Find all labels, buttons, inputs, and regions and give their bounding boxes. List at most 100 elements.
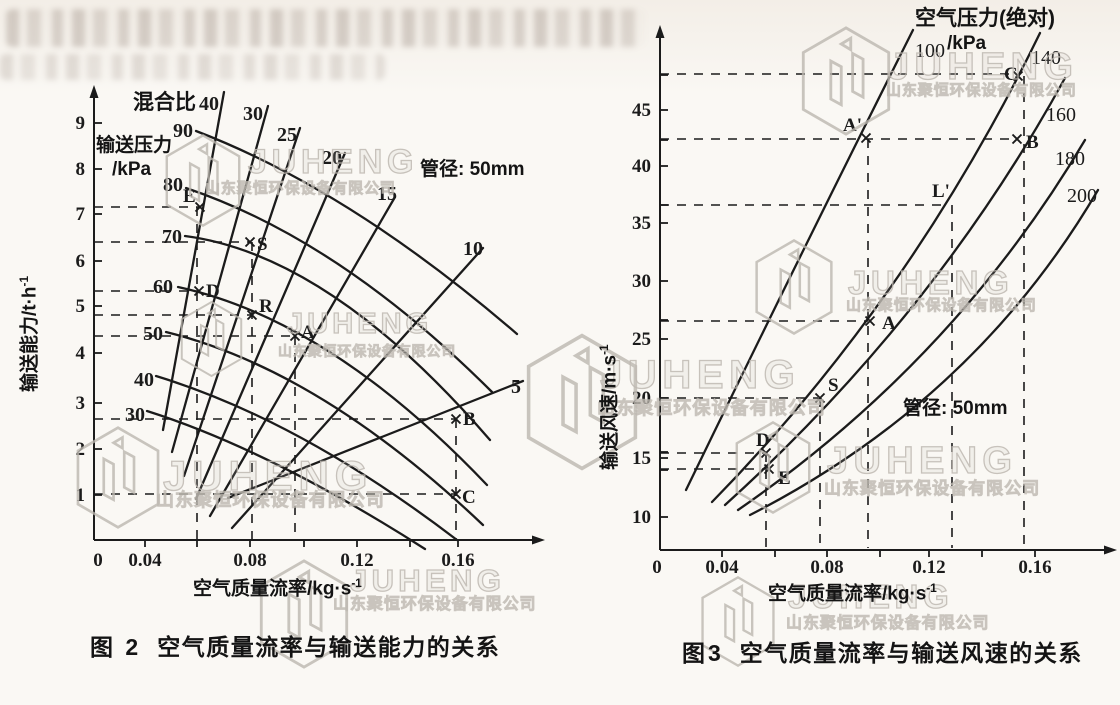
fig2-y-axis-arrow	[89, 85, 99, 98]
watermark-brand-text-4: JUHENG	[599, 353, 801, 397]
watermark-brand-text-3: JUHENG	[162, 452, 374, 499]
fig2-line-label-60: 60	[153, 276, 173, 298]
fig2-line-10-12	[230, 246, 485, 530]
fig2-line-40-7	[161, 90, 226, 432]
fig2-x-tick-label-0.08: 0.08	[233, 550, 266, 571]
fig3-y-tick-label-15: 15	[632, 448, 651, 469]
fig3-point-label-A': A'	[843, 115, 862, 136]
fig3-line-label-100: 100	[915, 40, 945, 62]
fig3-y-tick-label-35: 35	[632, 213, 651, 234]
fig2-caption: 图 2 空气质量流率与输送能力的关系	[90, 633, 500, 662]
fig2-line-5-13	[226, 379, 525, 500]
fig3-x-tick-label-0.16: 0.16	[1018, 557, 1051, 578]
fig2-line-label-40: 40	[134, 369, 154, 391]
fig2-x-tick-label-0.16: 0.16	[441, 550, 474, 571]
fig2-x-tick-label-0.04: 0.04	[128, 550, 162, 571]
fig2-y-tick-label-4: 4	[76, 343, 86, 364]
fig3-y-tick-label-40: 40	[632, 156, 651, 177]
fig3-point-label-C: C	[1004, 64, 1018, 85]
fig3-point-label-A: A	[882, 313, 896, 334]
fig2-point-marker-S	[244, 236, 256, 248]
fig2-x-axis-label-text: 空气质量流率/kg·s	[193, 578, 352, 600]
fig3-point-marker-C	[1012, 70, 1024, 82]
fig3-y-tick-label-45: 45	[632, 100, 651, 121]
fig2-line-label-30: 30	[125, 404, 145, 426]
fig3-y-axis-label-sup: -1	[598, 344, 611, 355]
fig2-line-label-15: 15	[377, 183, 397, 205]
ink-bleedthrough-row1	[6, 9, 646, 47]
ink-bleedthrough-row2	[0, 54, 385, 80]
juheng-hexagon-logo-icon-8	[701, 575, 775, 668]
fig2-y-tick-label-1: 1	[76, 485, 86, 506]
fig2-line-label-25: 25	[277, 124, 297, 146]
watermark-company-text-6: 山东聚恒环保设备有限公司	[824, 479, 1041, 498]
fig2-point-marker-B	[450, 413, 462, 425]
watermark-brand-text-6: JUHENG	[826, 440, 1018, 482]
fig3-point-label-B: B	[1026, 132, 1039, 153]
fig3-x-tick-label-0.12: 0.12	[912, 557, 945, 578]
fig3-y-axis-label-text: 输送风速/m·s	[599, 354, 621, 470]
fig2-point-label-S: S	[257, 234, 268, 255]
fig3-line-label-140: 140	[1031, 47, 1061, 69]
fig2-y-tick-label-9: 9	[76, 113, 86, 134]
fig2-line-80-1	[184, 186, 494, 394]
fig3-caption: 图3 空气质量流率与输送风速的关系	[682, 639, 1083, 668]
fig2-line-label-20: 20	[322, 147, 342, 169]
fig3-line-label-200: 200	[1067, 185, 1097, 207]
juheng-hexagon-logo-icon-4	[526, 333, 638, 471]
fig2-point-marker-R	[246, 309, 258, 321]
fig2-line-90-0	[194, 129, 519, 336]
fig2-line-70-2	[183, 234, 492, 442]
fig2-y-tick-label-8: 8	[76, 159, 86, 180]
fig2-point-marker-D	[193, 285, 205, 297]
fig3-x-tick-label-0.08: 0.08	[810, 557, 843, 578]
watermark-brand-text-1: JUHENG	[247, 143, 419, 181]
fig2-line-label-30: 30	[243, 103, 263, 125]
juheng-hexagon-logo-icon-5	[755, 239, 833, 335]
fig2-point-marker-E	[194, 201, 206, 213]
fig3-pipe-diameter-note: 管径: 50mm	[903, 398, 1008, 419]
fig2-y-tick-label-7: 7	[76, 204, 86, 225]
fig3-point-marker-A'	[860, 132, 872, 144]
fig3-x-axis-label-sup: -1	[926, 582, 937, 595]
watermark-company-text-2: 山东聚恒环保设备有限公司	[278, 343, 457, 359]
fig2-line-25-9	[182, 126, 302, 478]
watermark-brand-text-5: JUHENG	[847, 264, 1014, 301]
fig2-pressure-family-text: 输送压力	[96, 135, 173, 156]
watermark-company-text-3: 山东聚恒环保设备有限公司	[156, 490, 385, 510]
fig2-pressure-family-label: 输送压力 /kPa	[96, 134, 172, 182]
fig3-pressure-family-label: 空气压力(绝对) /kPa	[915, 6, 1055, 56]
fig3-y-axis-arrow	[655, 25, 665, 38]
fig2-line-30-8	[170, 104, 270, 454]
fig3-line-100-0	[684, 28, 915, 492]
juheng-hexagon-logo-icon-1	[165, 134, 241, 227]
fig3-caption-number: 图3	[682, 640, 724, 666]
fig2-point-label-A: A	[301, 322, 315, 343]
fig3-point-marker-S	[814, 392, 826, 404]
fig2-x-tick-label-0.12: 0.12	[340, 550, 373, 571]
juheng-hexagon-logo-icon-2	[180, 300, 243, 378]
fig2-line-60-3	[176, 285, 489, 487]
fig2-point-label-R: R	[259, 296, 273, 317]
fig3-point-marker-B	[1011, 133, 1023, 145]
fig2-line-label-40: 40	[199, 93, 219, 115]
fig2-pipe-diameter-note: 管径: 50mm	[420, 159, 525, 180]
fig2-line-20-10	[194, 151, 347, 501]
watermark-company-text-7: 山东聚恒环保设备有限公司	[333, 596, 537, 613]
fig3-line-label-160: 160	[1046, 104, 1076, 126]
fig2-y-tick-label-6: 6	[76, 251, 86, 272]
fig2-point-label-D: D	[206, 281, 220, 302]
watermark-brand-text-8: JUHENG	[787, 578, 954, 615]
fig3-line-160-2	[723, 76, 1067, 507]
fig2-line-label-10: 10	[463, 238, 483, 260]
fig3-pressure-family-text: 空气压力(绝对)	[915, 7, 1055, 30]
juheng-hexagon-logo-icon-3	[76, 426, 160, 529]
fig2-caption-text: 空气质量流率与输送能力的关系	[157, 634, 501, 660]
juheng-hexagon-logo-icon-6	[735, 421, 811, 514]
fig3-x-axis-label-text: 空气质量流率/kg·s	[768, 583, 927, 605]
fig3-x-axis-arrow	[1104, 545, 1117, 555]
fig3-line-180-3	[736, 138, 1087, 512]
fig3-point-label-D: D	[756, 430, 770, 451]
fig3-x-axis-label: 空气质量流率/kg·s-1	[768, 582, 937, 606]
